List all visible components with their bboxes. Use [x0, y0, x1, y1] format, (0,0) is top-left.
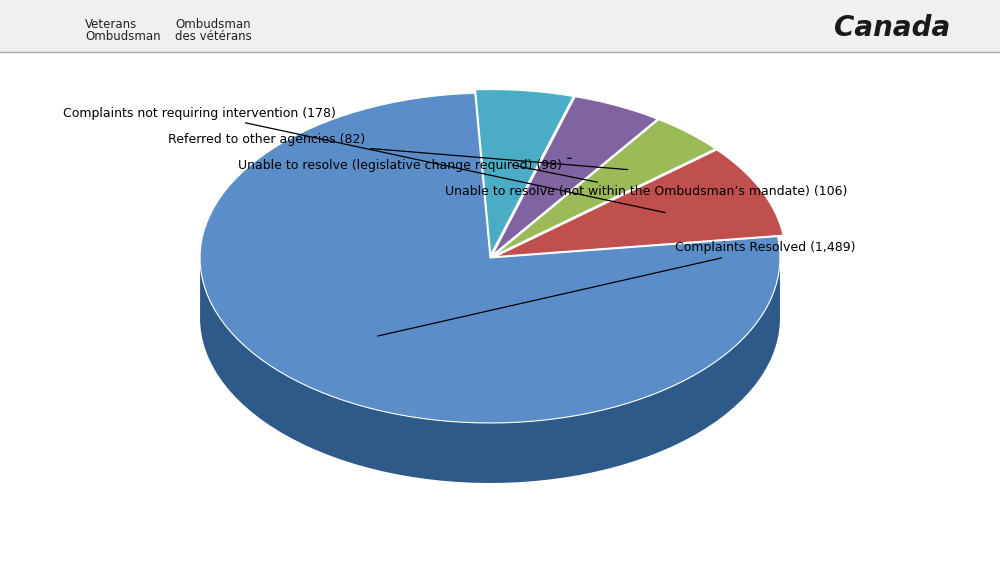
Text: Referred to other agencies (82): Referred to other agencies (82) — [168, 133, 628, 169]
Text: Canada: Canada — [834, 14, 950, 42]
Polygon shape — [200, 256, 780, 483]
Text: Complaints not requiring intervention (178): Complaints not requiring intervention (1… — [63, 106, 665, 213]
Text: des vétérans: des vétérans — [175, 30, 252, 43]
Text: Ombudsman: Ombudsman — [175, 18, 251, 31]
Text: Complaints Resolved (1,489): Complaints Resolved (1,489) — [378, 242, 856, 336]
Text: Ombudsman: Ombudsman — [85, 30, 161, 43]
Text: Unable to resolve (legislative change required) (98): Unable to resolve (legislative change re… — [238, 158, 571, 172]
Polygon shape — [496, 150, 783, 256]
Polygon shape — [200, 93, 780, 423]
Text: Unable to resolve (not within the Ombudsman’s mandate) (106): Unable to resolve (not within the Ombuds… — [445, 165, 847, 199]
Text: Veterans: Veterans — [85, 18, 137, 31]
Polygon shape — [493, 96, 657, 255]
Polygon shape — [476, 89, 573, 255]
Bar — [0, 0, 1000, 52]
Polygon shape — [494, 119, 715, 255]
